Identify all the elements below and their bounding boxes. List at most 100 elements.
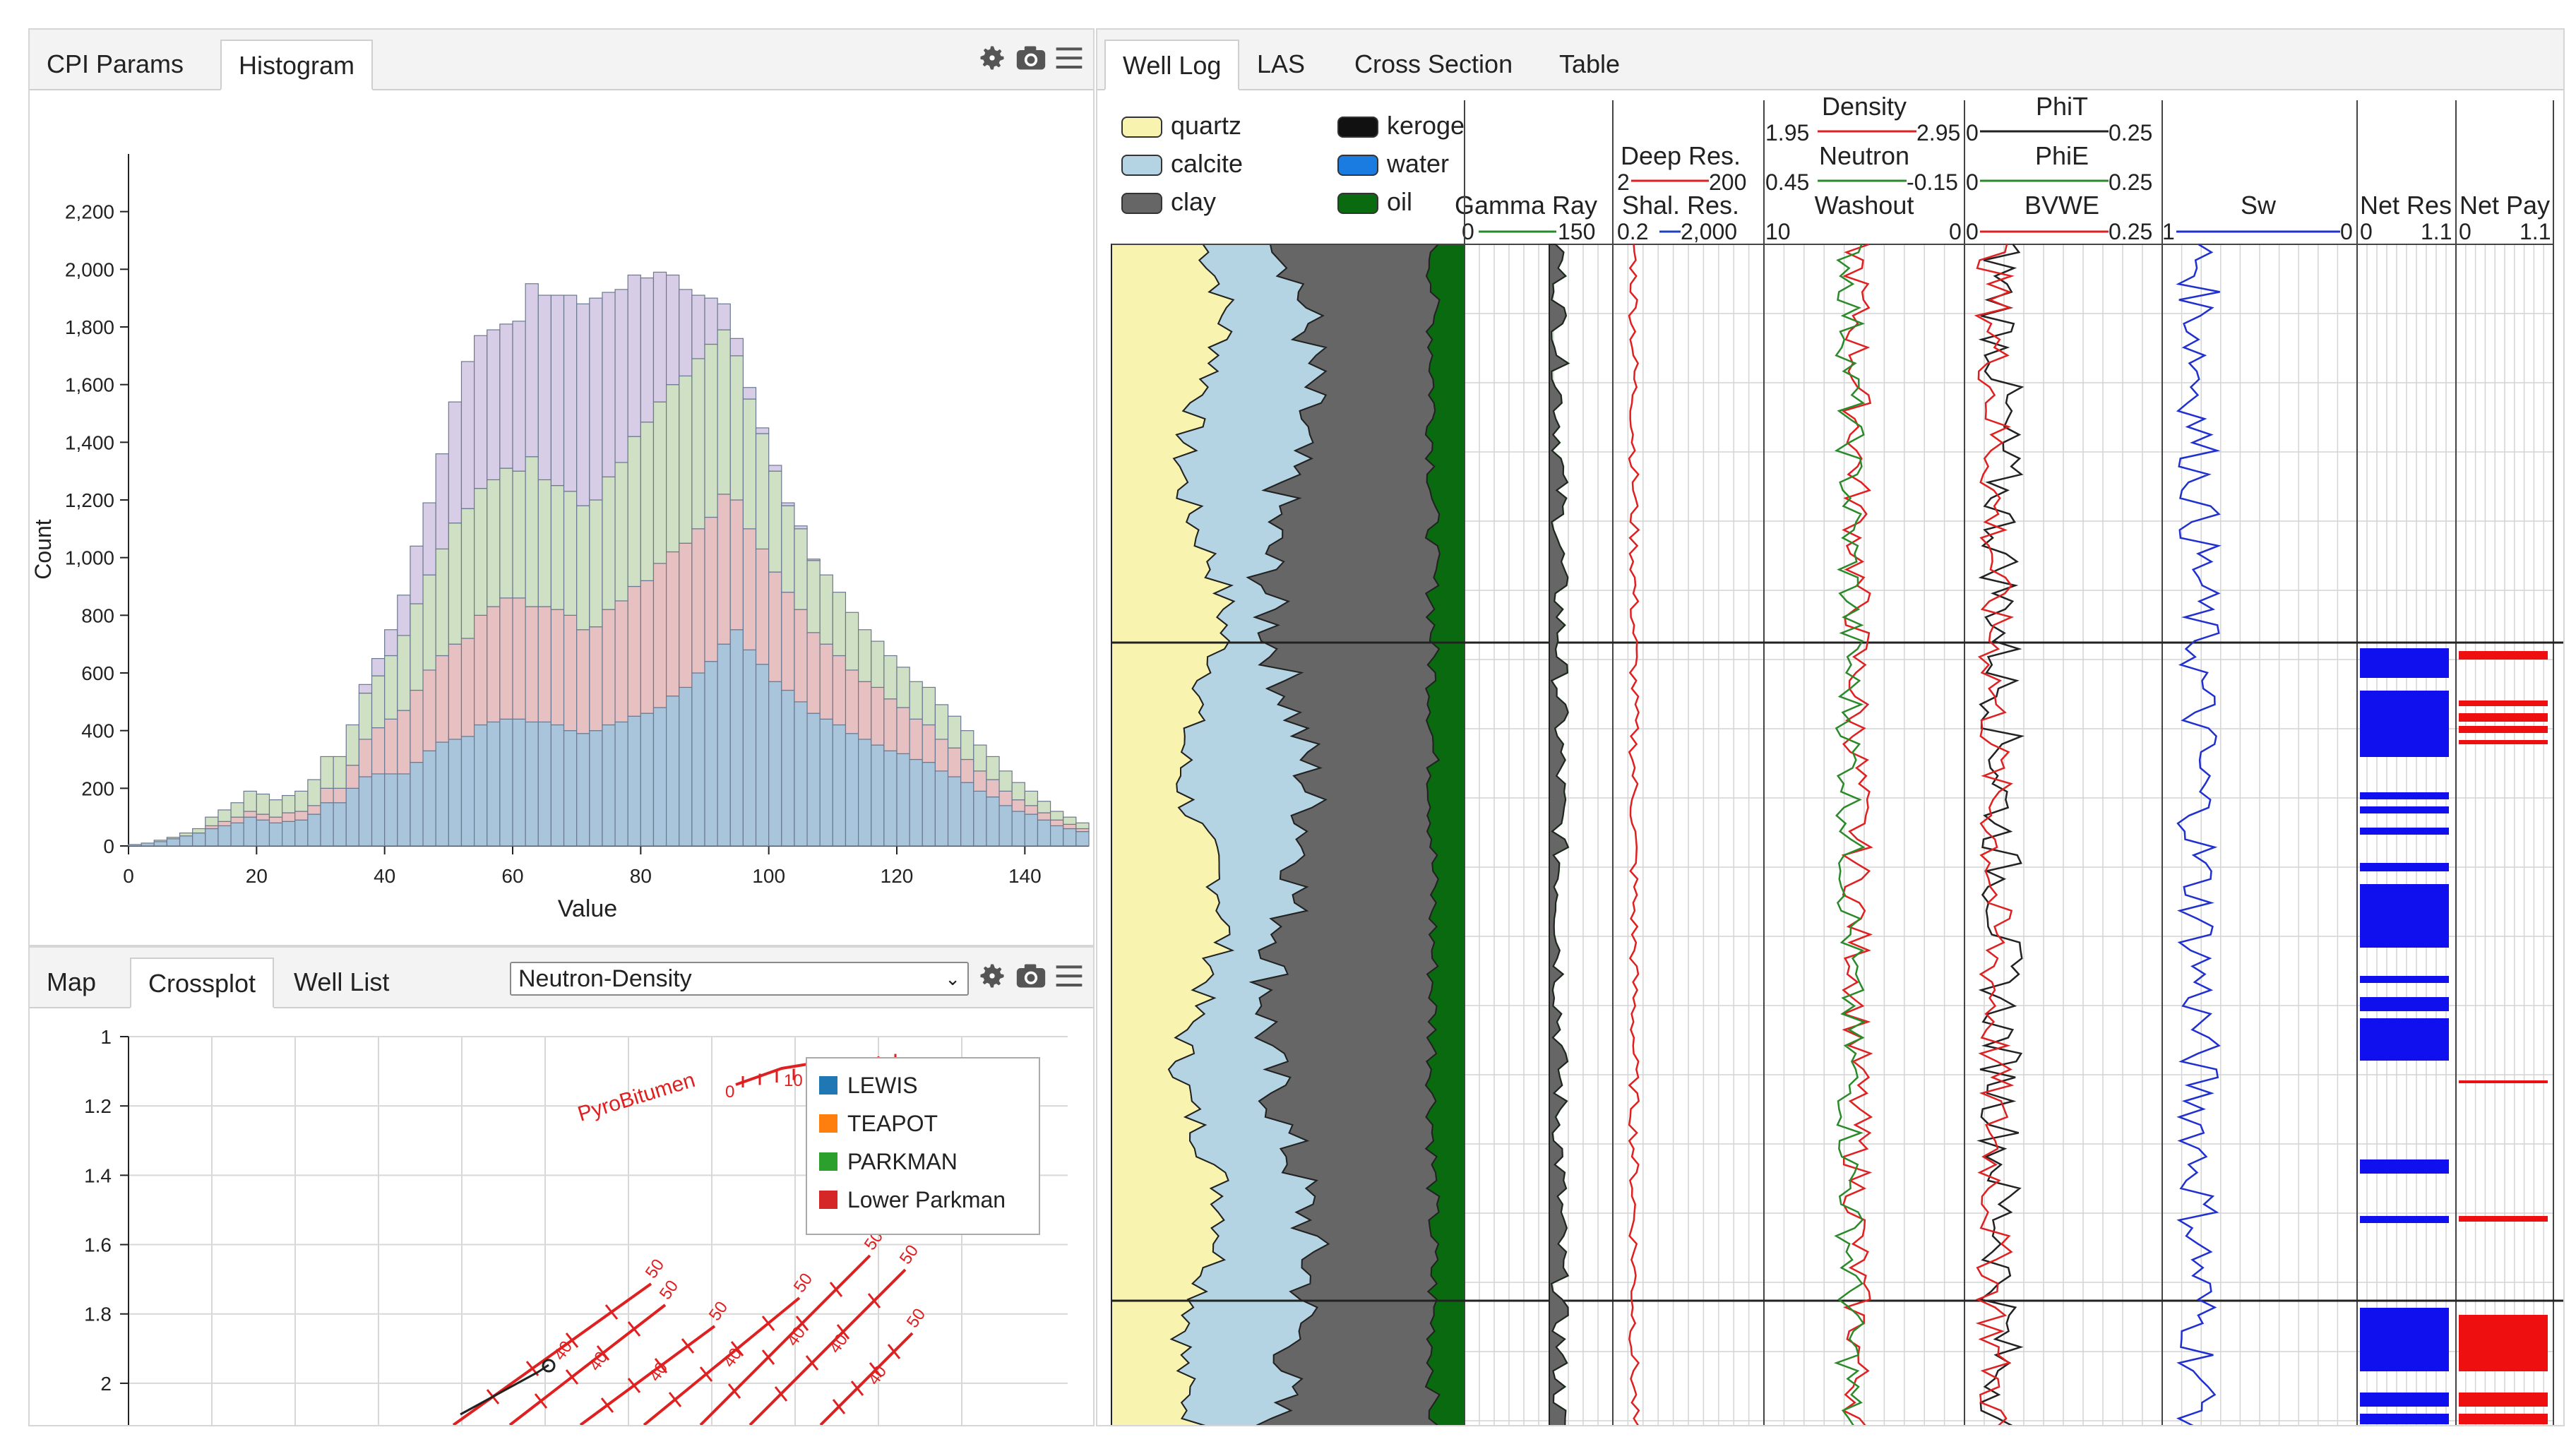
- histogram-bar: [909, 758, 923, 847]
- shal-res-label: Shal. Res.: [1621, 191, 1740, 220]
- histogram-bar: [282, 812, 296, 822]
- histogram-bar: [896, 753, 910, 847]
- histogram-bar: [845, 612, 859, 671]
- legend-swatch: [819, 1076, 837, 1095]
- histogram-bar: [460, 736, 475, 847]
- histogram-bar: [614, 462, 628, 602]
- histogram-bar: [448, 523, 463, 645]
- histogram-bar: [742, 398, 757, 530]
- histogram-bar: [691, 294, 705, 359]
- legend-label: LEWIS: [847, 1073, 918, 1098]
- histogram-bar: [358, 684, 373, 694]
- net-res-flag: [2360, 828, 2449, 835]
- histogram-bar: [806, 632, 821, 714]
- histogram-bar: [1075, 830, 1090, 847]
- histogram-bar: [333, 787, 347, 804]
- histogram-bar: [998, 770, 1013, 792]
- histogram-bar: [487, 329, 501, 481]
- swatch: [1337, 193, 1378, 215]
- crossplot-chart: 1 1.2 1.4 1.6 1.8 2 PyroBitumen 0 10 50 40 50 40 50 40…: [84, 1026, 1068, 1425]
- histogram-bar: [410, 603, 424, 691]
- histogram-bar: [563, 294, 578, 492]
- tab-map[interactable]: Map: [47, 967, 97, 996]
- histogram-bar: [857, 739, 872, 847]
- deep-res-max: 200: [1709, 169, 1747, 195]
- mineral-tick: [805, 1355, 819, 1371]
- net-res-flag: [2360, 648, 2449, 678]
- tab-histogram[interactable]: Histogram: [220, 40, 374, 90]
- net-res-flag: [2360, 976, 2449, 983]
- histogram-bar: [1049, 811, 1064, 821]
- tab-well-log[interactable]: Well Log: [1104, 40, 1240, 90]
- net-pay-flag: [2459, 651, 2548, 660]
- histogram-bar: [909, 718, 923, 761]
- histogram-bar: [282, 821, 296, 847]
- y-tick-label: 400: [81, 720, 114, 742]
- washout-max: 0: [1949, 219, 1962, 244]
- phie-min: 0: [1966, 169, 1979, 195]
- histogram-bar: [268, 822, 283, 847]
- histogram-bar: [473, 335, 488, 489]
- histogram-bar: [230, 822, 244, 847]
- histogram-bar: [537, 721, 551, 847]
- histogram-bar: [179, 835, 193, 847]
- histogram-bar: [422, 574, 436, 671]
- histogram-bar: [1037, 812, 1051, 821]
- histogram-bar: [1011, 811, 1025, 847]
- tab-crossplot[interactable]: Crossplot: [130, 958, 275, 1008]
- net-pay-flag: [2459, 1315, 2548, 1371]
- density-min: 1.95: [1765, 120, 1810, 145]
- histogram-bar: [448, 643, 463, 740]
- net-res-flag: [2360, 997, 2449, 1011]
- histogram-bar: [512, 470, 526, 599]
- tab-cpi-params[interactable]: CPI Params: [47, 49, 184, 78]
- data-point: [542, 1359, 556, 1373]
- histogram-bar: [205, 825, 219, 830]
- tab-las[interactable]: LAS: [1257, 49, 1306, 78]
- mineral-tick-label: 40: [585, 1348, 612, 1374]
- histogram-bar: [422, 502, 436, 576]
- histogram-bar: [960, 782, 974, 847]
- welllog-tabbar: Well Log LAS Cross Section Table: [1097, 30, 2563, 90]
- tab-cross-section[interactable]: Cross Section: [1354, 49, 1513, 78]
- histogram-bar: [563, 730, 578, 847]
- histogram-bar: [499, 597, 513, 720]
- histogram-bar: [487, 606, 501, 723]
- x-tick-label: 20: [246, 865, 268, 887]
- histogram-bar: [934, 704, 949, 740]
- histogram-bar: [627, 585, 641, 717]
- histogram-bar: [460, 508, 475, 639]
- mineral-tick: [627, 1321, 641, 1337]
- histogram-bar: [947, 715, 962, 749]
- histogram-bar: [857, 681, 872, 740]
- camera-icon[interactable]: [1014, 42, 1048, 73]
- histogram-bar: [871, 640, 885, 688]
- histogram-bar: [192, 828, 206, 834]
- y-tick-label: 0: [103, 835, 114, 857]
- tab-table[interactable]: Table: [1559, 49, 1621, 78]
- histogram-bar: [909, 681, 923, 720]
- histogram-bar: [294, 811, 309, 821]
- menu-icon[interactable]: [1054, 42, 1085, 73]
- histogram-bar: [512, 321, 526, 472]
- gear-icon[interactable]: [977, 42, 1008, 73]
- menu-icon[interactable]: [1054, 960, 1085, 991]
- histogram-bar: [742, 528, 757, 650]
- histogram-bar: [435, 655, 449, 743]
- legend-label: PARKMAN: [847, 1149, 958, 1174]
- histogram-bar: [320, 787, 334, 804]
- gear-icon[interactable]: [977, 960, 1008, 991]
- camera-icon[interactable]: [1014, 960, 1048, 991]
- histogram-bar: [230, 802, 244, 818]
- tab-well-list[interactable]: Well List: [294, 967, 390, 996]
- net-res-flag: [2360, 863, 2449, 871]
- histogram-chart: 02004006008001,0001,2001,4001,6001,8002,…: [30, 154, 1090, 922]
- welllog-panel: Well Log LAS Cross Section Table quartz …: [1096, 28, 2565, 1426]
- histogram-bar: [652, 563, 667, 708]
- histogram-bar: [448, 739, 463, 847]
- net-pay-flag: [2459, 1216, 2548, 1222]
- histogram-bar: [166, 837, 181, 840]
- net-res-flag: [2360, 1414, 2449, 1424]
- density-max: 2.95: [1916, 120, 1961, 145]
- crossplot-type-select[interactable]: Neutron-Density ⌄: [510, 962, 969, 996]
